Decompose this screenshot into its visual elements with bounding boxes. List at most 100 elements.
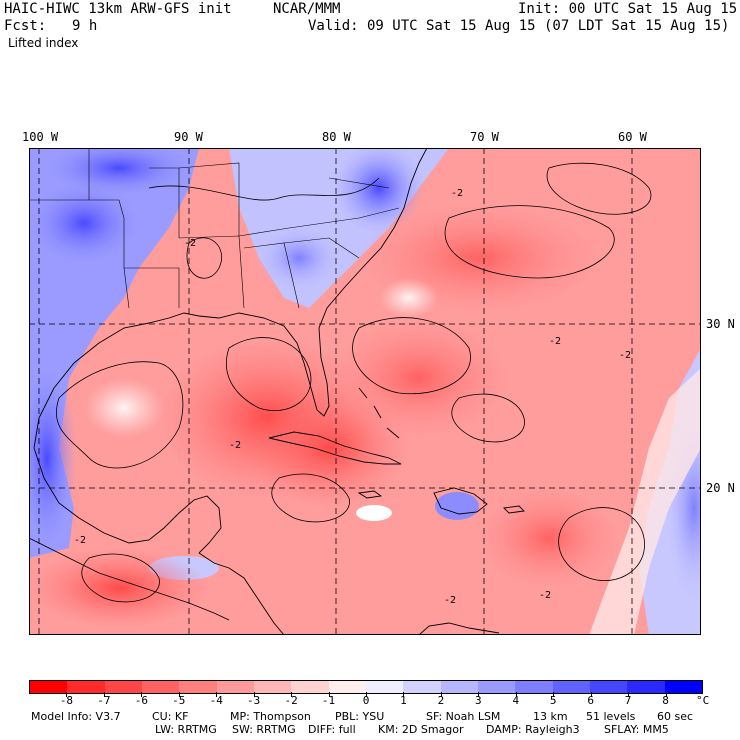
neutral-band-east	[589, 368, 701, 635]
neutral-patch-gulf	[84, 378, 164, 438]
colorbar-segment	[30, 681, 68, 693]
valid-time: Valid: 09 UTC Sat 15 Aug 15 (07 LDT Sat …	[308, 18, 730, 34]
contour-label: -2	[549, 336, 561, 347]
colorbar-tick-label: 0	[362, 694, 370, 707]
colorbar-segment	[253, 681, 292, 693]
colorbar-tick-label: 8	[662, 694, 669, 707]
field-name: Lifted index	[8, 36, 79, 50]
colorbar-tick-label: -2	[284, 694, 298, 707]
mp-scheme: MP: Thompson	[230, 710, 311, 723]
colorbar-tick-mark	[553, 692, 555, 697]
us-gulf-coast	[33, 148, 428, 449]
colorbar-tick-label: 2	[437, 694, 445, 707]
contour-value-labels: -2 -2 -2 -2 -2 -2 -2 -2	[74, 188, 631, 606]
jamaica	[357, 490, 383, 499]
lon-label-70w: 70 W	[470, 130, 499, 144]
south-america-coast	[418, 622, 500, 635]
neutral-patch-atlantic	[379, 278, 439, 318]
lat-label-20n: 20 N	[706, 481, 735, 495]
state-borders	[29, 148, 400, 309]
lon-label-60w: 60 W	[618, 130, 647, 144]
unstable-core-pacific	[29, 548, 209, 628]
colorbar-tick-label: -6	[134, 694, 148, 707]
sw-scheme: SW: RRTMG	[232, 723, 296, 736]
colorbar-segment	[477, 681, 516, 693]
colorbar-tick-mark	[665, 692, 667, 697]
coastlines	[29, 148, 525, 635]
colorbar-tick-label: -8	[59, 694, 74, 707]
colorbar-segment	[627, 681, 665, 693]
lat-lon-grid	[29, 148, 701, 635]
map-frame	[29, 148, 701, 635]
model-title: HAIC-HIWC 13km ARW-GFS init	[4, 1, 232, 17]
contour-label: -2	[184, 238, 196, 249]
init-time: Init: 00 UTC Sat 15 Aug 15	[518, 1, 738, 17]
colorbar-tick-mark	[253, 692, 255, 697]
colorbar-segment	[328, 681, 366, 693]
colorbar-tick-label: 7	[624, 694, 632, 707]
contour-label: -2	[619, 350, 631, 361]
model-info: Model Info: V3.7	[31, 710, 121, 723]
damp-setting: DAMP: Rayleigh3	[486, 723, 580, 736]
org-label: NCAR/MMM	[273, 1, 341, 17]
pbl-scheme: PBL: YSU	[335, 710, 385, 723]
colorbar-tick-mark	[515, 692, 517, 697]
colorbar-tick-label: 3	[475, 694, 482, 707]
lw-scheme: LW: RRTMG	[155, 723, 217, 736]
colorbar-tick-label: 1	[400, 694, 407, 707]
lifted-index-map: -2 -2 -2 -2 -2 -2 -2 -2	[29, 148, 701, 635]
colorbar-tick-label: -5	[172, 694, 186, 707]
colorbar-tick-label: 4	[512, 694, 520, 707]
timestep: 60 sec	[657, 710, 694, 723]
bahamas	[358, 387, 400, 439]
colorbar-segment	[403, 681, 441, 693]
forecast-hour: 9 h	[72, 18, 98, 34]
colorbar-segment	[216, 681, 254, 693]
lon-label-100w: 100 W	[22, 130, 59, 144]
lon-label-80w: 80 W	[322, 130, 351, 144]
cuba	[268, 431, 402, 465]
sflay-setting: SFLAY: MM5	[604, 723, 669, 736]
colorbar-tick-mark	[440, 692, 442, 697]
vertical-levels: 51 levels	[586, 710, 636, 723]
colorbar-segment	[141, 681, 180, 693]
colorbar-segment	[589, 681, 628, 693]
sf-scheme: SF: Noah LSM	[426, 710, 501, 723]
diff-setting: DIFF: full	[308, 723, 356, 736]
stable-core-north	[39, 148, 199, 198]
colorbar-tick-mark	[590, 692, 592, 697]
colorbar-tick-mark	[478, 692, 480, 697]
stable-core-texas	[29, 178, 144, 268]
contour-label: -2	[74, 535, 86, 546]
stable-patch-hispaniola	[435, 492, 479, 520]
pacific-coast	[29, 537, 230, 621]
colorbar-tick-mark	[628, 692, 630, 697]
contour-label: -2	[229, 440, 241, 451]
colorbar-unit: °C	[696, 694, 710, 707]
puerto-rico	[503, 505, 525, 514]
hispaniola	[433, 487, 488, 515]
colorbar-segment	[179, 681, 217, 693]
colorbar-tick-mark	[328, 692, 330, 697]
contour-label: -2	[451, 188, 463, 199]
colorbar-tick-mark	[66, 692, 68, 697]
colorbar-tick-mark	[216, 692, 218, 697]
colorbar-tick-mark	[103, 692, 105, 697]
unstable-core-south	[479, 488, 619, 588]
colorbar-tick-mark	[291, 692, 293, 697]
colorbar-tick-label: -3	[247, 694, 261, 707]
unstable-core-bahamas	[329, 318, 509, 438]
km-setting: KM: 2D Smagor	[378, 723, 464, 736]
central-america-coast	[198, 552, 285, 635]
colorbar-tick-label: -1	[321, 694, 336, 707]
colorbar-tick-label: 6	[587, 694, 594, 707]
colorbar-tick-mark	[403, 692, 405, 697]
grid-spacing: 13 km	[533, 710, 568, 723]
forecast-label: Fcst:	[4, 18, 47, 34]
colorbar-tick-label: 5	[549, 694, 557, 707]
cu-scheme: CU: KF	[152, 710, 189, 723]
colorbar-tick-mark	[141, 692, 143, 697]
colorbar-tick-mark	[178, 692, 180, 697]
colorbar-tick-label: -4	[209, 694, 223, 707]
lat-label-30n: 30 N	[706, 317, 735, 331]
